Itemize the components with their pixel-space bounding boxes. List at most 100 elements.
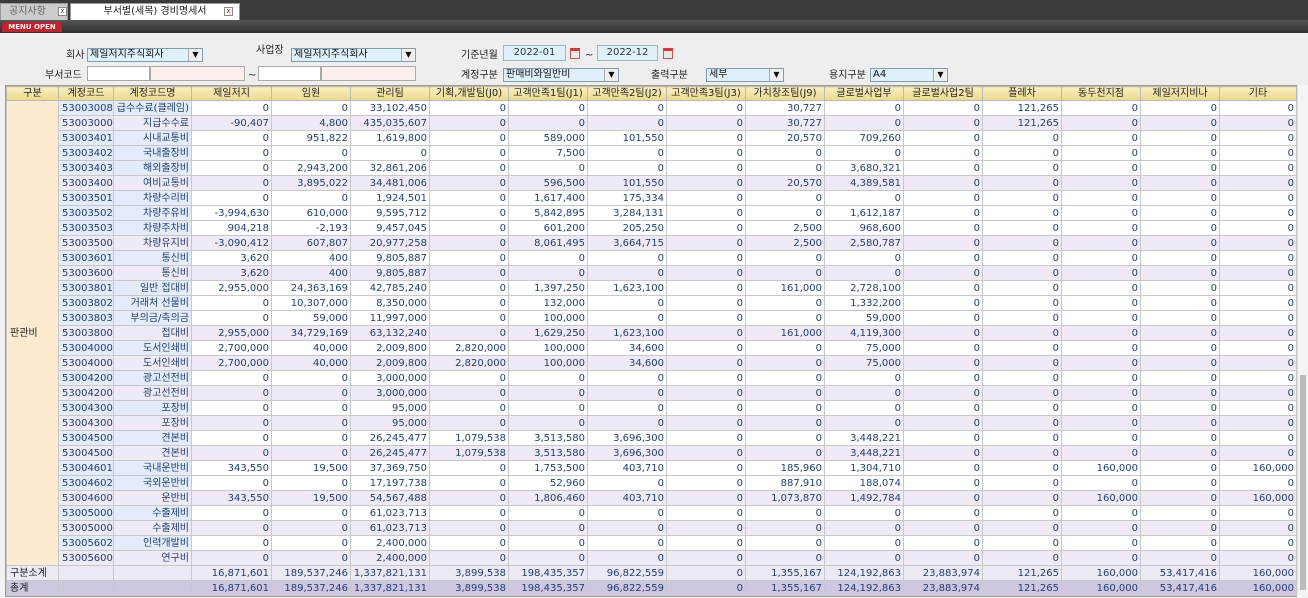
paper-type-select[interactable]: A4 ▼	[870, 68, 948, 82]
column-header[interactable]: 동두천지점	[1061, 86, 1141, 101]
column-header[interactable]: 글로벌사업부	[824, 86, 904, 101]
amount-cell: 1,355,167	[745, 580, 825, 596]
close-icon[interactable]: x	[224, 7, 233, 16]
tab-notice[interactable]: 공지사항 x	[0, 3, 68, 20]
column-header[interactable]: 제일저지비나	[1140, 86, 1220, 101]
company-select[interactable]: 제일저지주식회사 ▼	[87, 48, 203, 62]
amount-cell: 0	[1061, 250, 1141, 266]
dept-code-to-input[interactable]	[258, 66, 321, 81]
subtotal-row[interactable]: 53003000 지급수수료 -90,407 4,800 435,035,607 0 0 0 0…	[7, 115, 1297, 131]
table-row[interactable]: 53003802 거래처 선물비 0 10,307,000 8,350,000 0 132,…	[7, 295, 1297, 311]
account-name-cell: 차량주차비	[113, 220, 192, 236]
amount-cell: 0	[666, 100, 746, 116]
amount-cell: 0	[191, 400, 272, 416]
amount-cell: 0	[1061, 430, 1141, 446]
account-code-cell: 53003401	[58, 130, 114, 146]
subtotal-row[interactable]: 53003600 통신비 3,620 400 9,805,887 0 0 0 0 0 0 0 0 0 0 0	[7, 265, 1297, 281]
column-header[interactable]: 관리팀	[350, 86, 430, 101]
subtotal-row[interactable]: 53004200 광고선전비 0 0 3,000,000 0 0 0 0 0 0 0 0 0 0 0	[7, 385, 1297, 401]
subtotal-row[interactable]: 53003800 접대비 2,955,000 34,729,169 63,132,240…	[7, 325, 1297, 341]
dept-code-from-input[interactable]	[87, 66, 150, 81]
column-header[interactable]: 기타	[1219, 86, 1297, 101]
amount-cell: 0	[271, 520, 351, 536]
subtotal-row[interactable]: 53004300 포장비 0 0 95,000 0 0 0 0 0 0 0 0 0 0 0	[7, 415, 1297, 431]
table-row[interactable]: 53003501 차량수리비 0 0 1,924,501 0 1,617,400 175,33…	[7, 190, 1297, 206]
table-row[interactable]: 53005602 인력개발비 0 0 2,400,000 0 0 0 0 0 0 0 0 0 0 0	[7, 535, 1297, 551]
scrollbar-thumb[interactable]	[1300, 375, 1306, 590]
table-row[interactable]: 53003403 해외출장비 0 2,943,200 32,861,206 0 0 0 0 0 3,…	[7, 160, 1297, 176]
subtotal-row[interactable]: 53004000 도서인쇄비 2,700,000 40,000 2,009,800 2,8…	[7, 355, 1297, 371]
period-from-input[interactable]: 2022-01	[503, 45, 566, 61]
subtotal-row[interactable]: 53005600 연구비 0 0 2,400,000 0 0 0 0 0 0 0 0 0 0 0	[7, 550, 1297, 566]
account-code-cell: 53003600	[58, 265, 114, 281]
column-header[interactable]: 플레차	[982, 86, 1062, 101]
column-header[interactable]: 기획,개발팀(J0)	[429, 86, 509, 101]
amount-cell: 1,337,821,131	[350, 580, 430, 596]
column-header[interactable]: 임원	[271, 86, 351, 101]
amount-cell: 0	[982, 385, 1062, 401]
period-to-input[interactable]: 2022-12	[597, 45, 658, 61]
amount-cell: 0	[982, 415, 1062, 431]
amount-cell: 0	[824, 415, 904, 431]
amount-cell: 0	[824, 550, 904, 566]
amount-cell: 0	[508, 550, 588, 566]
amount-cell: 124,192,863	[824, 565, 904, 581]
amount-cell: 0	[666, 205, 746, 221]
column-header[interactable]: 계정코드	[58, 86, 114, 101]
amount-cell: 0	[271, 430, 351, 446]
subtotal-row[interactable]: 53003500 차량유지비 -3,090,412 607,807 20,977,258…	[7, 235, 1297, 251]
subtotal-row[interactable]: 53004600 운반비 343,550 19,500 54,567,488 0 1,806…	[7, 490, 1297, 506]
amount-cell: 0	[587, 505, 667, 521]
amount-cell: 0	[1061, 385, 1141, 401]
column-header[interactable]: 구분	[6, 86, 59, 101]
table-row[interactable]: 53004601 국내운반비 343,550 19,500 37,369,750 0 1,7…	[7, 460, 1297, 476]
amount-cell: 0	[666, 265, 746, 281]
table-row[interactable]: 53005000 수출제비 0 0 61,023,713 0 0 0 0 0 0 0 0 0 0 0	[7, 505, 1297, 521]
amount-cell: 26,245,477	[350, 445, 430, 461]
table-row[interactable]: 53003503 차량주차비 904,218 -2,193 9,457,045 0 601,…	[7, 220, 1297, 236]
amount-cell: 0	[745, 370, 825, 386]
column-header[interactable]: 제일저지	[191, 86, 272, 101]
menu-open-button[interactable]: MENU OPEN	[2, 22, 62, 32]
site-select[interactable]: 제일저지주식회사 ▼	[291, 48, 416, 62]
subtotal-row[interactable]: 53003400 여비교통비 0 3,895,022 34,481,006 0 596,50…	[7, 175, 1297, 191]
close-icon[interactable]: x	[58, 7, 67, 16]
table-row[interactable]: 53003801 일반 접대비 2,955,000 24,363,169 42,785,…	[7, 280, 1297, 296]
column-header[interactable]: 고객만족2팀(J2)	[587, 86, 667, 101]
subtotal-row[interactable]: 53005000 수출제비 0 0 61,023,713 0 0 0 0 0 0 0 0 0 0 0	[7, 520, 1297, 536]
tab-dept-expense[interactable]: 부서별(세목) 경비명세서 x	[70, 3, 240, 20]
vertical-scrollbar[interactable]	[1297, 85, 1308, 594]
amount-cell: 0	[666, 460, 746, 476]
table-row[interactable]: 53004500 견본비 0 0 26,245,477 1,079,538 3,513,58…	[7, 430, 1297, 446]
amount-cell: 0	[1219, 400, 1297, 416]
calendar-icon[interactable]	[663, 48, 673, 59]
amount-cell: 0	[1219, 100, 1297, 116]
amount-cell: 968,600	[824, 220, 904, 236]
amount-cell: 0	[745, 160, 825, 176]
table-row[interactable]: 53004300 포장비 0 0 95,000 0 0 0 0 0 0 0 0 0 0 0	[7, 400, 1297, 416]
table-row[interactable]: 53003601 통신비 3,620 400 9,805,887 0 0 0 0 0 0 0 0 0 0 0	[7, 250, 1297, 266]
column-header[interactable]: 고객만족3팀(J3)	[666, 86, 746, 101]
amount-cell: 26,245,477	[350, 430, 430, 446]
table-row[interactable]: 53004602 국외운반비 0 0 17,197,738 0 52,960 0 0 887,91…	[7, 475, 1297, 491]
table-row[interactable]: 53003803 부의금/축의금 0 59,000 11,997,000 0 100,000…	[7, 310, 1297, 326]
table-row[interactable]: 53004200 광고선전비 0 0 3,000,000 0 0 0 0 0 0 0 0 0 0 0	[7, 370, 1297, 386]
table-row[interactable]: 53003502 차량주유비 -3,994,630 610,000 9,595,712 0…	[7, 205, 1297, 221]
table-row[interactable]: 53003401 시내교통비 0 951,822 1,619,800 0 589,000 10…	[7, 130, 1297, 146]
table-row[interactable]: 53004000 도서인쇄비 2,700,000 40,000 2,009,800 2,8…	[7, 340, 1297, 356]
column-header[interactable]: 글로벌사업2팀	[903, 86, 983, 101]
output-type-select[interactable]: 세부 ▼	[706, 68, 784, 82]
table-row[interactable]: 판관비 53003008 급수수료(클레임) 0 0 33,102,450 0 0 0 0 30,7…	[6, 100, 1297, 566]
subtotal-row[interactable]: 53004500 견본비 0 0 26,245,477 1,079,538 3,513,58…	[7, 445, 1297, 461]
amount-cell: 0	[191, 130, 272, 146]
amount-cell: 160,000	[1061, 460, 1141, 476]
calendar-icon[interactable]	[570, 48, 580, 59]
amount-cell: 30,727	[745, 115, 825, 131]
account-type-select[interactable]: 판매비와일반비 ▼	[503, 68, 619, 82]
account-name-cell: 수출제비	[113, 505, 192, 521]
amount-cell: 34,600	[587, 355, 667, 371]
column-header[interactable]: 고객만족1팀(J1)	[508, 86, 588, 101]
column-header[interactable]: 계정코드명	[113, 86, 192, 101]
table-row[interactable]: 53003402 국내출장비 0 0 0 0 7,500 0 0 0 0 0 0 0 0 0	[7, 145, 1297, 161]
column-header[interactable]: 가치창조팀(J9)	[745, 86, 825, 101]
